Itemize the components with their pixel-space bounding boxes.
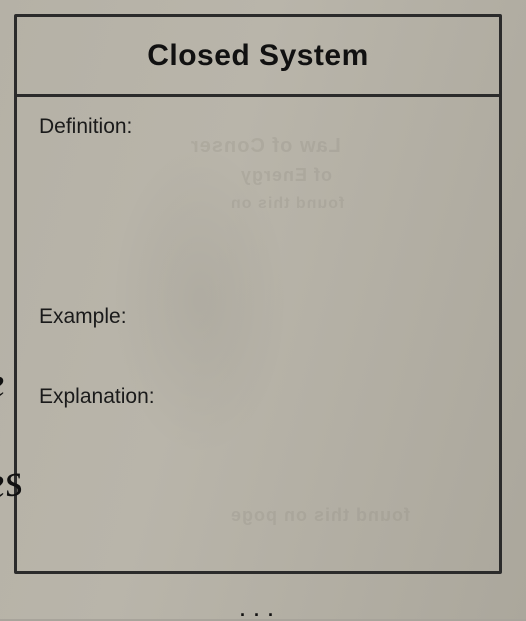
- definition-label: Definition:: [39, 115, 477, 139]
- body-cell: Definition: Example: Explanation:: [17, 97, 499, 433]
- example-blank: [39, 335, 477, 385]
- cutoff-text: . . .: [240, 600, 275, 621]
- example-label: Example:: [39, 305, 477, 329]
- worksheet-page: Closed System Definition: Example: Expla…: [0, 0, 526, 619]
- header-cell: Closed System: [17, 17, 499, 97]
- explanation-label: Explanation:: [39, 385, 477, 409]
- heading: Closed System: [147, 39, 369, 73]
- worksheet-box: Closed System Definition: Example: Expla…: [14, 14, 502, 574]
- handwritten-mark: e: [0, 359, 8, 409]
- definition-blank: [39, 145, 477, 305]
